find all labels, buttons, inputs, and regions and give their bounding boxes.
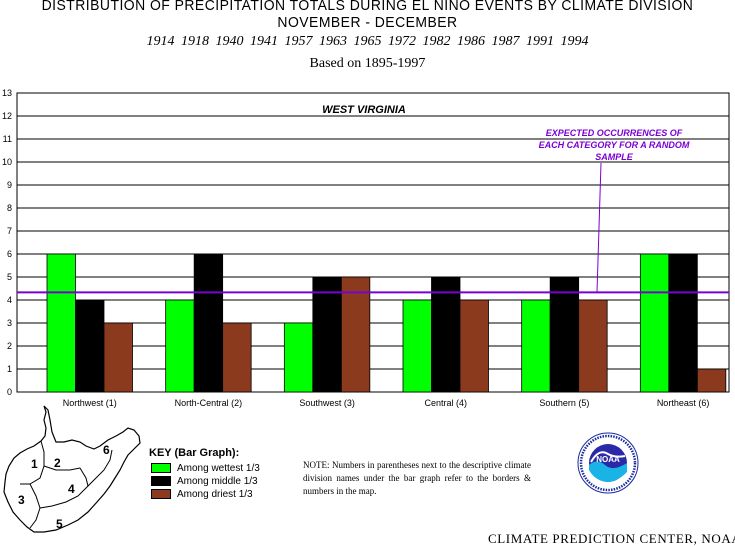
x-category-label: North-Central (2) [175, 398, 243, 408]
bar [75, 299, 105, 393]
bar [312, 276, 342, 393]
expected-annotation-pointer [596, 162, 602, 293]
y-tick-label: 11 [3, 134, 12, 144]
y-tick-label: 8 [7, 203, 12, 213]
bar [222, 322, 252, 393]
bar [696, 368, 727, 393]
plot-area [16, 92, 730, 393]
noaa-logo: NOAA [577, 432, 639, 494]
y-tick-label: 10 [2, 157, 12, 167]
west-virginia-division-map: 1 2 3 4 5 6 [3, 405, 141, 533]
x-category-label: Southwest (3) [299, 398, 355, 408]
bar [103, 322, 133, 393]
chart-title-line2: NOVEMBER - DECEMBER [277, 14, 458, 31]
y-tick-label: 9 [7, 180, 12, 190]
bar [283, 322, 314, 393]
y-tick-label: 4 [7, 295, 12, 305]
key-swatch-wettest [151, 463, 171, 473]
el-nino-years: 1914 1918 1940 1941 1957 1963 1965 1972 … [146, 34, 589, 49]
bar [46, 253, 76, 393]
y-tick-label: 2 [7, 341, 12, 351]
bar [459, 299, 489, 393]
x-category-label: Northwest (1) [63, 398, 117, 408]
key-item-driest: Among driest 1/3 [151, 489, 253, 500]
bar [521, 299, 551, 393]
expected-annotation-label: SAMPLE [595, 152, 634, 162]
division-number: 6 [103, 443, 110, 457]
y-tick-label: 5 [7, 272, 12, 282]
division-number: 3 [18, 493, 25, 507]
key-swatch-middle [151, 476, 171, 486]
bar [549, 276, 580, 393]
division-number: 5 [56, 517, 63, 531]
expected-annotation-label: EXPECTED OCCURRENCES OF [546, 128, 683, 138]
y-tick-label: 6 [7, 249, 12, 259]
bar [340, 276, 371, 393]
map-note: NOTE: Numbers in parentheses next to the… [303, 460, 531, 496]
footer-credit: CLIMATE PREDICTION CENTER, NOAA [488, 531, 735, 546]
division-border [20, 440, 45, 485]
y-tick-label: 1 [7, 364, 12, 374]
division-number: 1 [31, 457, 38, 471]
x-category-label: Southern (5) [539, 398, 589, 408]
key-label-middle: Among middle 1/3 [177, 476, 258, 487]
division-border [79, 449, 113, 487]
bar [431, 276, 461, 393]
division-border [43, 465, 81, 471]
logo-text: NOAA [596, 455, 620, 464]
bar [165, 299, 195, 393]
key-title: KEY (Bar Graph): [149, 447, 240, 459]
bar [639, 253, 670, 393]
bar [668, 253, 698, 393]
bar [402, 299, 432, 393]
x-category-label: Central (4) [424, 398, 467, 408]
y-tick-label: 7 [7, 226, 12, 236]
y-tick-label: 0 [7, 387, 12, 397]
y-tick-label: 13 [2, 88, 12, 98]
base-period: Based on 1895-1997 [309, 56, 426, 71]
key-item-wettest: Among wettest 1/3 [151, 463, 260, 474]
state-outline [3, 405, 141, 533]
key-label-driest: Among driest 1/3 [177, 489, 253, 500]
state-title: WEST VIRGINIA [322, 104, 406, 116]
y-tick-label: 12 [2, 111, 12, 121]
division-number: 2 [54, 456, 61, 470]
division-border [29, 483, 41, 529]
key-item-middle: Among middle 1/3 [151, 476, 258, 487]
bar [193, 253, 224, 393]
division-number: 4 [68, 482, 75, 496]
division-border [39, 485, 89, 509]
chart-title-line1: DISTRIBUTION OF PRECIPITATION TOTALS DUR… [41, 0, 694, 14]
key-swatch-driest [151, 489, 171, 499]
key-label-wettest: Among wettest 1/3 [177, 463, 260, 474]
y-tick-label: 3 [7, 318, 12, 328]
expected-annotation-label: EACH CATEGORY FOR A RANDOM [539, 140, 690, 150]
x-category-label: Northeast (6) [657, 398, 710, 408]
bar [578, 299, 608, 393]
